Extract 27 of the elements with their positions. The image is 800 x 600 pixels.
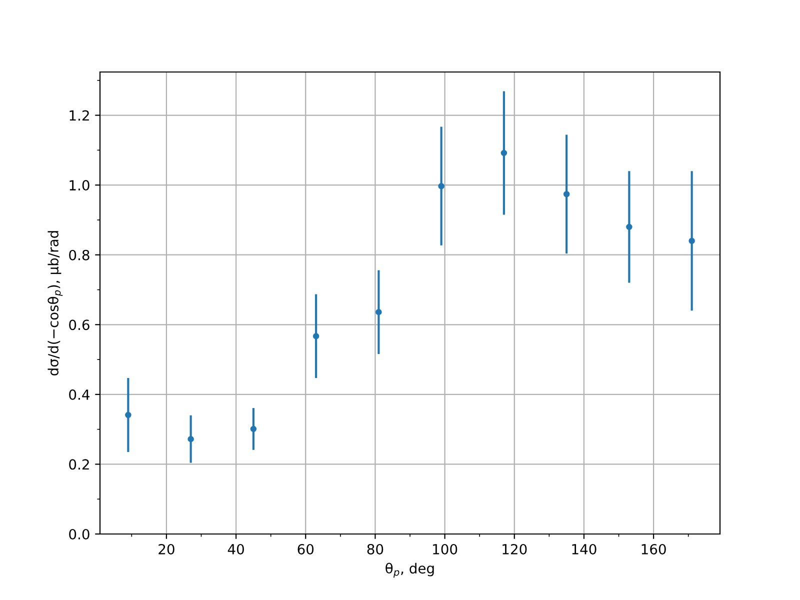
x-tick-label: 160 [642, 544, 666, 554]
point [500, 150, 508, 156]
x-tick-label: 80 [367, 544, 384, 554]
y-tick-label: 1.0 [70, 180, 90, 191]
point [688, 238, 695, 244]
y-axis-title: dσ/d(−cosθ$_{p}$), μb/rad [48, 231, 63, 376]
y-tick-label: 0.6 [69, 320, 90, 330]
point [312, 333, 320, 340]
x-axis-title: θ$_{p}$, deg [386, 562, 434, 578]
x-tick-label: 40 [228, 544, 244, 554]
y-tick-label: 0.0 [69, 528, 90, 540]
y-tick-label: 0.4 [69, 389, 90, 400]
y-tick-label: 0.8 [69, 250, 90, 260]
point [438, 182, 444, 190]
point [563, 191, 570, 198]
x-tick-label: 140 [572, 544, 596, 554]
x-tick-label: 20 [158, 544, 174, 554]
point [250, 426, 257, 432]
y-tick-label: 1.2 [70, 110, 89, 121]
x-tick-label: 60 [298, 544, 314, 554]
point [125, 412, 132, 418]
x-tick-label: 100 [433, 544, 458, 554]
point [376, 308, 382, 316]
point [626, 224, 632, 230]
y-tick-label: 0.2 [69, 459, 89, 470]
x-tick-label: 120 [502, 544, 527, 554]
point [188, 436, 194, 442]
